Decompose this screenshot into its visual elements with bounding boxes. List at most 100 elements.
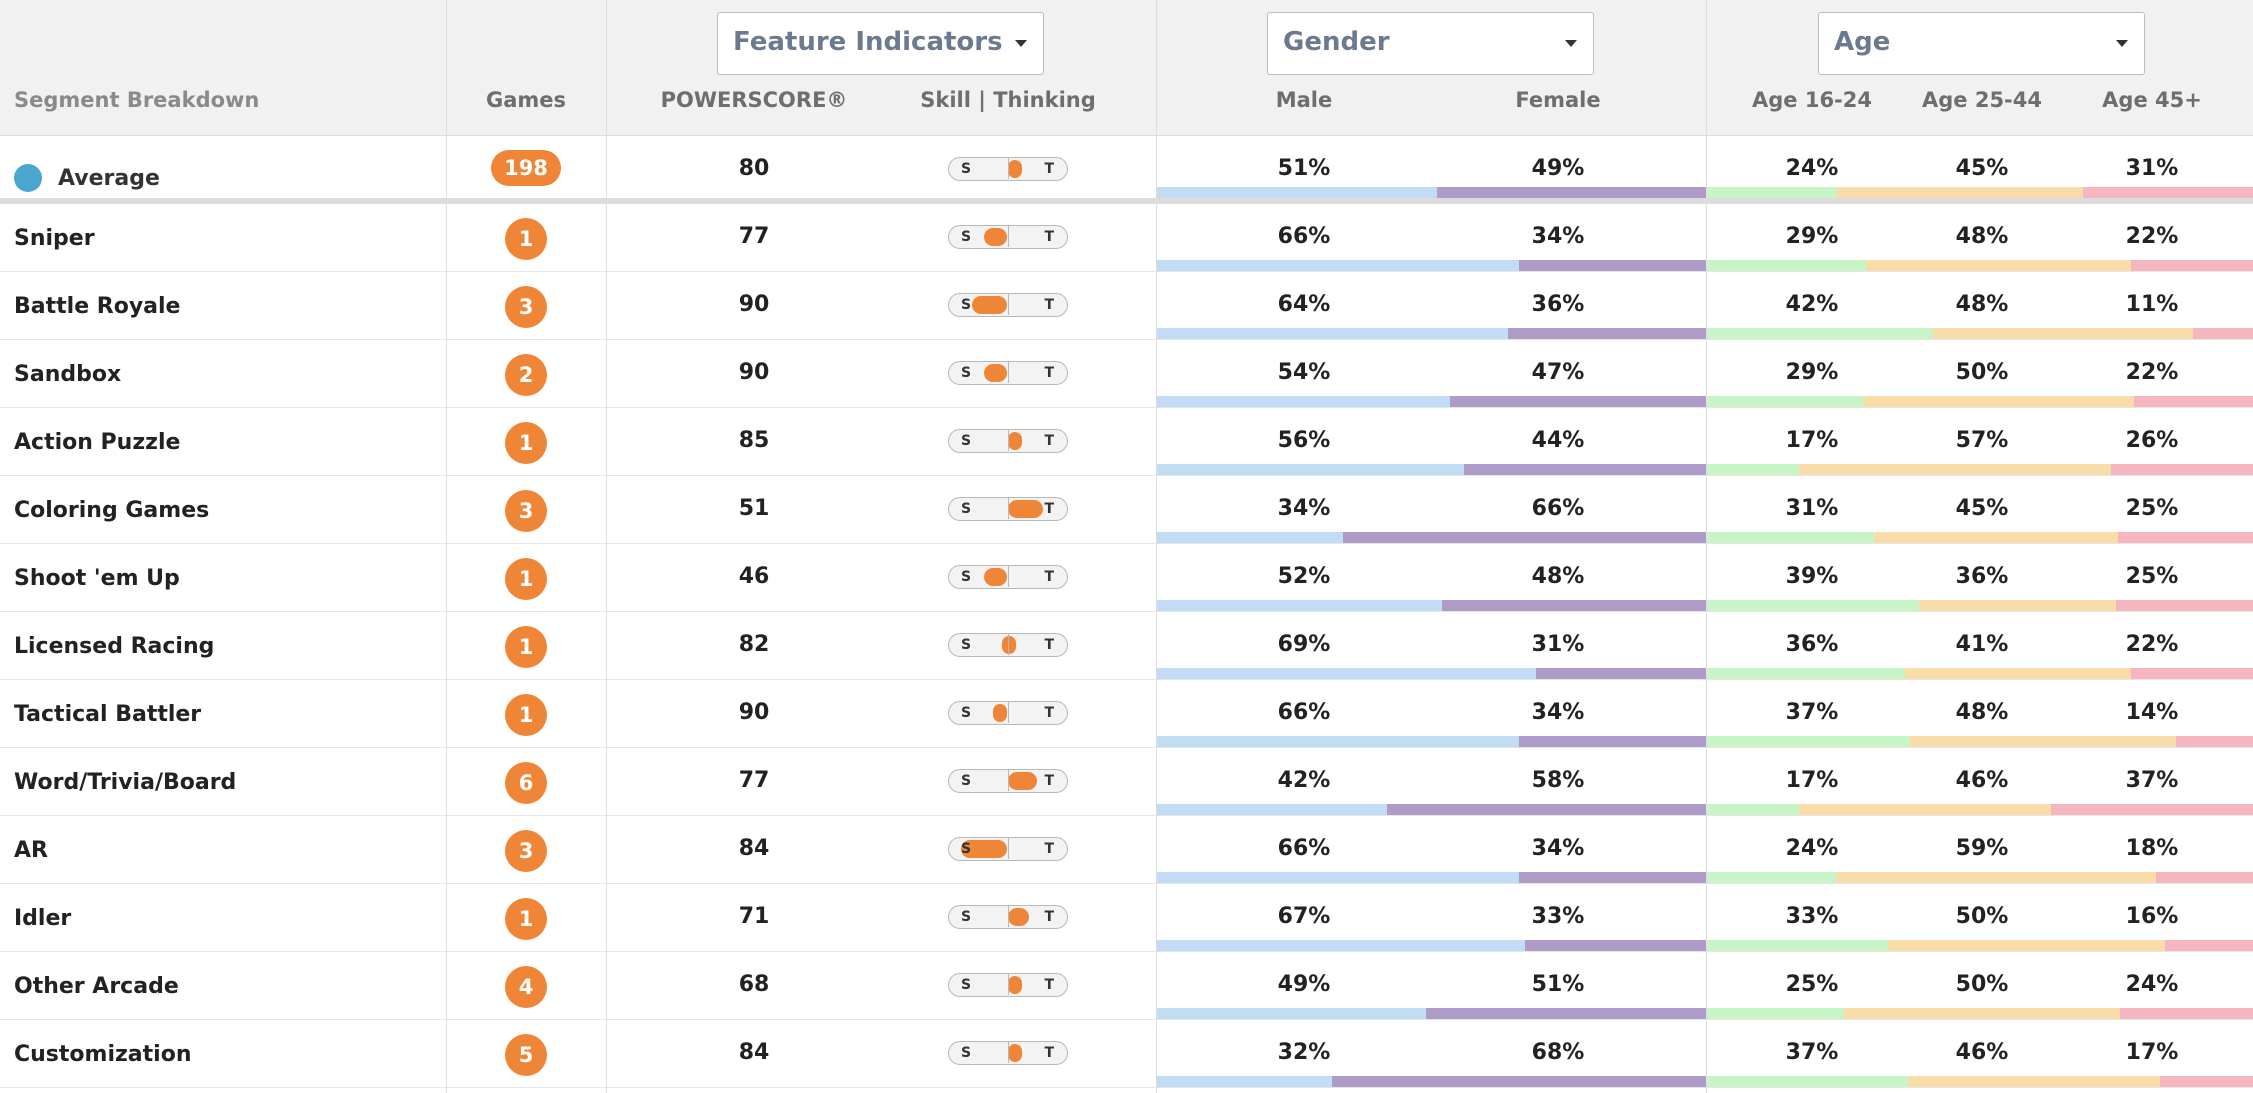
segment-name[interactable]: Other Arcade [14,974,179,999]
age-45-plus-value: 26% [2125,428,2179,453]
age-16-24-value: 24% [1785,836,1839,861]
column-divider [446,0,447,1093]
feature-indicators-dropdown[interactable]: Feature Indicators [717,12,1044,75]
segment-name[interactable]: Sniper [14,226,95,251]
male-share-bar [1156,328,1508,339]
skill-thinking-midline [1008,838,1009,859]
age-25-44-value: 45% [1955,156,2009,181]
average-row[interactable]: Average 198 80 S T 51% 49% 24% 45% 31% [0,136,2253,204]
age-16-24-share-bar [1706,940,1889,951]
games-count-badge: 1 [505,694,547,736]
segment-name[interactable]: Sandbox [14,362,122,387]
age-45-plus-value: 11% [2125,292,2179,317]
segment-name[interactable]: Tactical Battler [14,702,202,727]
thinking-letter: T [1044,841,1054,857]
skill-thinking-midline [1008,634,1009,655]
age-16-24-share-bar [1706,872,1836,883]
segment-row[interactable]: Battle Royale 3 90 S T 64% 36% 42% 48% 11% [0,272,2253,340]
skill-thinking-fill [1007,160,1022,178]
powerscore-header[interactable]: POWERSCORE® [660,88,848,112]
segment-row[interactable]: Word/Trivia/Board 6 77 S T 42% 58% 17% 46% 37% [0,748,2253,816]
age-45-plus-value: 37% [2125,768,2179,793]
male-header[interactable]: Male [1275,88,1333,112]
segment-row[interactable]: Shoot 'em Up 1 46 S T 52% 48% 39% 36% 25% [0,544,2253,612]
age-45-plus-header[interactable]: Age 45+ [2102,88,2202,112]
chevron-down-icon [2116,40,2128,47]
age-45-plus-share-bar [2083,187,2253,198]
segment-row[interactable]: AR 3 84 S T 66% 34% 24% 59% 18% [0,816,2253,884]
skill-letter: S [961,501,972,517]
age-16-24-value: 29% [1785,224,1839,249]
segment-name[interactable]: Coloring Games [14,498,210,523]
segment-name[interactable]: AR [14,838,48,863]
age-25-44-share-bar [1798,464,2111,475]
segment-name[interactable]: Shoot 'em Up [14,566,180,591]
male-share-bar [1156,396,1451,407]
games-count-badge: 6 [505,762,547,804]
skill-letter: S [961,297,972,313]
age-16-24-value: 36% [1785,632,1839,657]
age-dropdown[interactable]: Age [1818,12,2145,75]
female-header[interactable]: Female [1515,88,1601,112]
segment-name[interactable]: Word/Trivia/Board [14,770,237,795]
powerscore-value: 71 [738,904,770,929]
games-count-badge: 1 [505,626,547,668]
age-16-24-value: 33% [1785,904,1839,929]
skill-thinking-midline [1008,362,1009,383]
age-16-24-value: 29% [1785,360,1839,385]
age-25-44-value: 48% [1955,700,2009,725]
skill-letter: S [961,909,972,925]
segment-name[interactable]: Customization [14,1042,192,1067]
male-value: 42% [1277,768,1331,793]
segment-row[interactable]: Idler 1 71 S T 67% 33% 33% 50% 16% [0,884,2253,952]
age-16-24-header[interactable]: Age 16-24 [1751,88,1873,112]
segment-row[interactable]: Coloring Games 3 51 S T 34% 66% 31% 45% 25% [0,476,2253,544]
male-share-bar [1156,532,1343,543]
games-count-badge: 5 [505,1034,547,1076]
segment-row[interactable]: Tactical Battler 1 90 S T 66% 34% 37% 48% 14% [0,680,2253,748]
skill-thinking-header[interactable]: Skill | Thinking [920,88,1096,112]
segment-row[interactable]: Sniper 1 77 S T 66% 34% 29% 48% 22% [0,204,2253,272]
games-count-badge: 198 [491,150,561,186]
skill-thinking-fill [1007,908,1029,926]
skill-thinking-fill [972,296,1008,314]
powerscore-value: 90 [738,360,770,385]
powerscore-value: 68 [738,972,770,997]
segment-row[interactable]: Licensed Racing 1 82 S T 69% 31% 36% 41% 22% [0,612,2253,680]
male-value: 66% [1277,700,1331,725]
thinking-letter: T [1044,161,1054,177]
age-16-24-value: 37% [1785,700,1839,725]
games-header[interactable]: Games [485,88,567,112]
segment-row[interactable]: Sandbox 2 90 S T 54% 47% 29% 50% 22% [0,340,2253,408]
segment-name[interactable]: Idler [14,906,72,931]
segment-name[interactable]: Licensed Racing [14,634,215,659]
skill-thinking-midline [1008,294,1009,315]
female-share-bar [1332,1076,1706,1087]
powerscore-value: 77 [738,768,770,793]
segment-row[interactable]: Action Puzzle 1 85 S T 56% 44% 17% 57% 26% [0,408,2253,476]
gender-dropdown[interactable]: Gender [1267,12,1594,75]
female-share-bar [1450,396,1706,407]
age-45-plus-share-bar [2120,1008,2253,1019]
female-value: 33% [1531,904,1585,929]
age-16-24-share-bar [1706,1008,1845,1019]
segment-name[interactable]: Action Puzzle [14,430,181,455]
male-value: 54% [1277,360,1331,385]
age-25-44-value: 59% [1955,836,2009,861]
skill-letter: S [961,433,972,449]
powerscore-value: 84 [738,836,770,861]
age-25-44-value: 41% [1955,632,2009,657]
female-value: 66% [1531,496,1585,521]
age-45-plus-share-bar [2050,804,2253,815]
chevron-down-icon [1015,40,1027,47]
segment-row[interactable]: Other Arcade 4 68 S T 49% 51% 25% 50% 24% [0,952,2253,1020]
age-25-44-header[interactable]: Age 25-44 [1921,88,2043,112]
age-45-plus-value: 24% [2125,972,2179,997]
segment-row[interactable]: Customization 5 84 S T 32% 68% 37% 46% 17% [0,1020,2253,1088]
segment-name[interactable]: Battle Royale [14,294,181,319]
female-share-bar [1436,187,1706,198]
age-16-24-value: 24% [1785,156,1839,181]
